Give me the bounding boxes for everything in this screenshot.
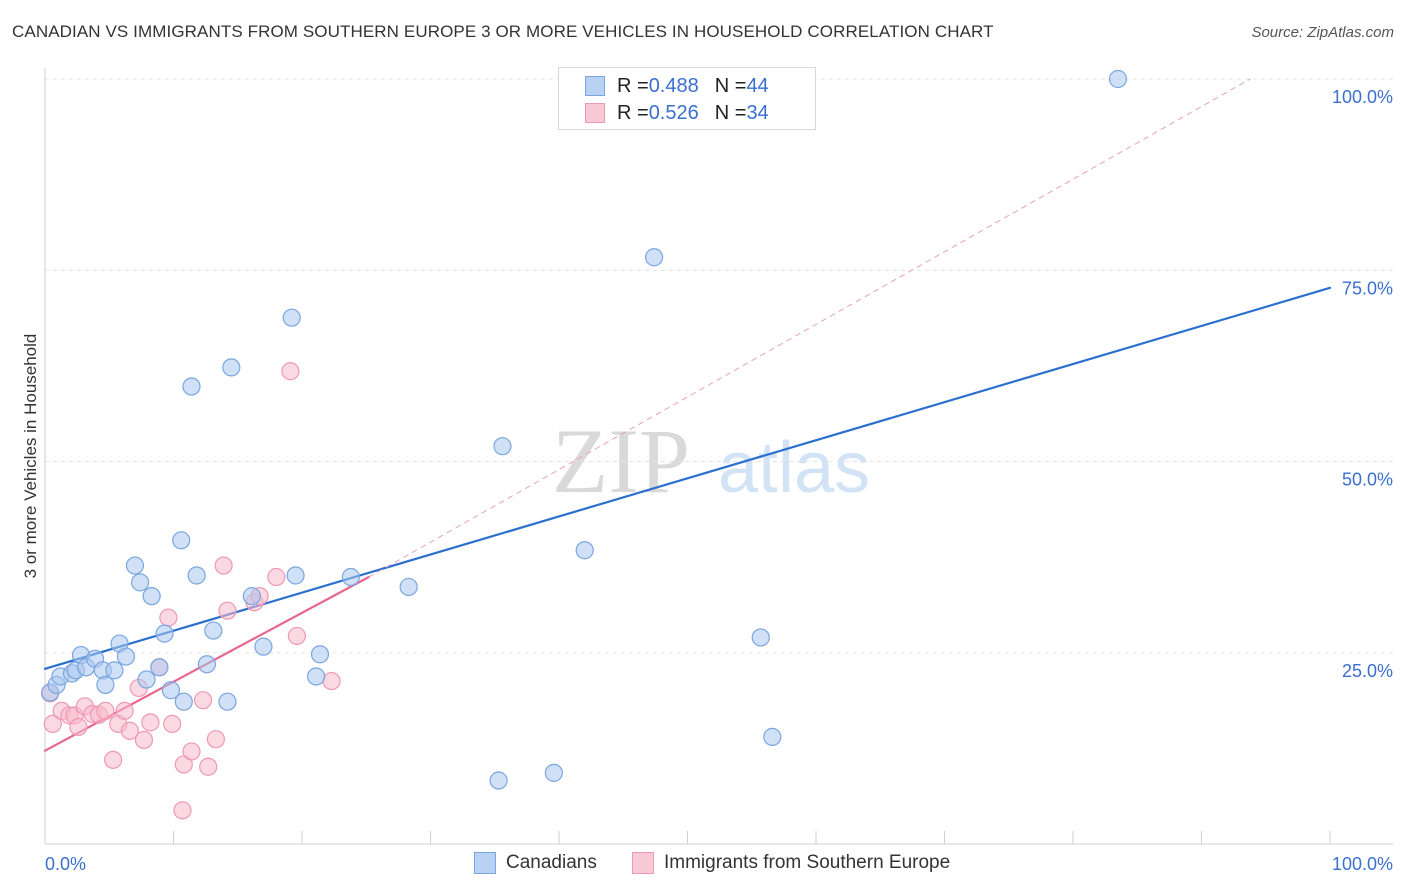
chart-title: CANADIAN VS IMMIGRANTS FROM SOUTHERN EUR… xyxy=(12,22,994,41)
x-tick-label: 100.0% xyxy=(1332,854,1393,874)
point-southern-europe xyxy=(218,601,237,620)
legend-row-southern-europe: R = 0.526 N = 34 xyxy=(585,100,769,126)
legend-swatch-canadians xyxy=(474,852,496,874)
point-southern-europe xyxy=(141,713,160,732)
legend-item-southern-europe[interactable]: Immigrants from Southern Europe xyxy=(632,852,950,874)
point-southern-europe xyxy=(287,626,306,646)
point-southern-europe xyxy=(214,556,233,575)
y-axis-title: 3 or more Vehicles in Household xyxy=(21,334,40,579)
point-southern-europe xyxy=(193,691,213,710)
legend-n-value: 44 xyxy=(746,74,769,97)
y-tick-label: 50.0% xyxy=(1342,470,1393,490)
point-canadians xyxy=(644,248,664,267)
trend-line-southern-europe-extension xyxy=(368,78,1251,578)
y-tick-label: 100.0% xyxy=(1332,87,1393,107)
axes xyxy=(44,68,1393,845)
grid xyxy=(45,78,1393,654)
axis-labels: 25.0% 50.0% 75.0% 100.0% 0.0% 100.0% 3 or more… xyxy=(21,87,1393,874)
correlation-legend: R = 0.488 N = 44 R = 0.526 N = 34 xyxy=(558,67,816,130)
point-canadians xyxy=(254,637,273,656)
legend-label-southern-europe: Immigrants from Southern Europe xyxy=(664,852,951,873)
point-southern-europe xyxy=(182,742,201,761)
point-southern-europe xyxy=(159,608,178,627)
point-canadians xyxy=(197,655,217,674)
watermark-atlas: atlas xyxy=(718,428,870,508)
y-tick-label: 75.0% xyxy=(1342,278,1393,298)
point-southern-europe xyxy=(267,567,286,587)
trend-line-canadians xyxy=(43,286,1332,670)
legend-r-label: R = xyxy=(617,101,649,124)
point-canadians xyxy=(105,661,124,680)
legend-r-value: 0.488 xyxy=(648,74,699,97)
point-southern-europe xyxy=(96,701,115,720)
legend-n-label: N = xyxy=(714,74,747,97)
point-southern-europe xyxy=(104,750,123,769)
point-southern-europe xyxy=(43,714,62,733)
point-canadians xyxy=(116,647,136,666)
point-canadians xyxy=(282,308,301,327)
point-canadians xyxy=(341,567,360,587)
legend-row-canadians: R = 0.488 N = 44 xyxy=(585,73,769,99)
point-southern-europe xyxy=(199,757,218,776)
point-canadians xyxy=(242,587,261,606)
point-southern-europe xyxy=(163,714,182,733)
point-canadians xyxy=(218,692,237,711)
point-southern-europe xyxy=(134,730,154,750)
point-canadians xyxy=(544,763,563,782)
point-canadians xyxy=(150,658,169,677)
point-canadians xyxy=(763,727,782,747)
legend-r-value: 0.526 xyxy=(648,101,699,124)
point-canadians xyxy=(1108,69,1128,89)
legend-r-label: R = xyxy=(617,74,649,97)
point-canadians xyxy=(310,645,330,664)
point-canadians xyxy=(751,628,770,647)
point-southern-europe xyxy=(115,701,134,720)
point-canadians xyxy=(575,541,594,560)
point-canadians xyxy=(286,566,305,585)
legend-item-canadians[interactable]: Canadians xyxy=(474,852,597,874)
point-canadians xyxy=(307,667,326,686)
point-canadians xyxy=(399,577,418,597)
point-canadians xyxy=(489,771,508,790)
point-canadians xyxy=(187,566,206,585)
series-legend: Canadians Immigrants from Southern Europ… xyxy=(0,852,1406,878)
point-canadians xyxy=(172,531,191,550)
point-southern-europe xyxy=(322,671,341,691)
point-canadians xyxy=(182,377,201,396)
point-canadians xyxy=(493,437,512,456)
point-canadians xyxy=(174,692,193,711)
legend-n-label: N = xyxy=(714,101,747,124)
x-tick-label: 0.0% xyxy=(45,854,86,874)
point-canadians xyxy=(125,556,145,575)
legend-swatch-southern-europe xyxy=(585,103,605,123)
point-canadians xyxy=(137,670,156,689)
point-southern-europe xyxy=(281,362,300,381)
legend-swatch-southern-europe xyxy=(632,852,654,874)
legend-label-canadians: Canadians xyxy=(506,852,597,873)
point-canadians xyxy=(155,624,174,643)
legend-n-value: 34 xyxy=(746,101,769,124)
point-canadians xyxy=(142,587,161,606)
point-southern-europe xyxy=(69,717,88,737)
point-southern-europe xyxy=(120,721,139,740)
point-canadians xyxy=(204,621,223,640)
point-southern-europe xyxy=(173,801,192,820)
source-label: Source: ZipAtlas.com xyxy=(1251,24,1394,41)
point-canadians xyxy=(96,675,115,694)
point-canadians xyxy=(130,573,150,592)
point-canadians xyxy=(161,681,181,700)
y-tick-label: 25.0% xyxy=(1342,661,1393,681)
point-southern-europe xyxy=(206,730,226,749)
data-points xyxy=(41,69,1128,820)
point-canadians xyxy=(222,358,241,377)
legend-swatch-canadians xyxy=(585,76,605,96)
